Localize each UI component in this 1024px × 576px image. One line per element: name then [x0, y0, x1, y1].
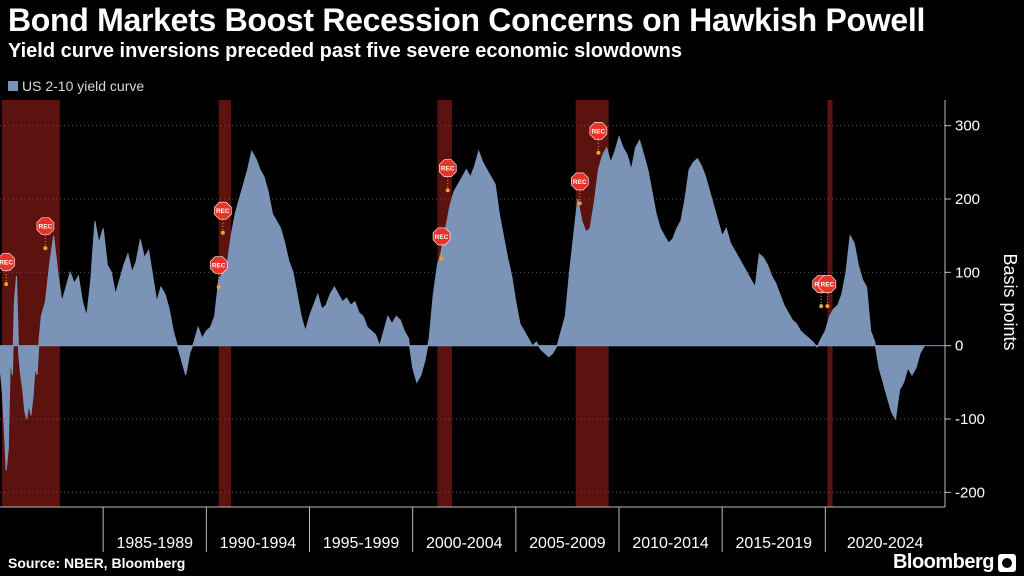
- chart-subtitle: Yield curve inversions preceded past fiv…: [8, 40, 682, 62]
- y-tick-label: 100: [955, 264, 980, 281]
- rec-marker-label: REC: [441, 166, 455, 173]
- brand-logo: Bloomberg: [893, 551, 1016, 574]
- y-axis-title: Basis points: [1000, 253, 1020, 350]
- legend-swatch: [8, 81, 18, 91]
- legend-label: US 2-10 yield curve: [22, 78, 145, 94]
- rec-marker-label: REC: [821, 282, 835, 289]
- series-area-us-2-10: [0, 135, 926, 471]
- y-tick-label: 0: [955, 338, 963, 355]
- rec-marker-dot: [220, 230, 225, 235]
- x-period-label: 2015-2019: [735, 535, 812, 552]
- rec-marker-label: REC: [0, 260, 13, 267]
- rec-marker-badge: [818, 275, 837, 293]
- brand-name: Bloomberg: [892, 551, 995, 573]
- rec-marker-label: REC: [573, 179, 587, 186]
- chart-title: Bond Markets Boost Recession Concerns on…: [8, 2, 926, 38]
- rec-marker-badge: [209, 256, 228, 274]
- rec-marker-dot: [4, 282, 9, 287]
- rec-marker-dot: [819, 304, 824, 309]
- rec-marker-badge: [438, 159, 457, 177]
- rec-marker-dot: [43, 246, 48, 251]
- x-period-label: 1985-1989: [116, 535, 193, 552]
- rec-marker-label: REC: [216, 208, 230, 215]
- x-period-label: 2010-2014: [632, 535, 709, 552]
- rec-marker-dot: [596, 150, 601, 155]
- rec-marker-badge: [589, 122, 608, 140]
- rec-marker-badge: [432, 227, 451, 246]
- rec-marker-label: REC: [212, 263, 226, 270]
- rec-marker-dot: [577, 201, 582, 206]
- rec-marker-label: REC: [435, 234, 449, 241]
- rec-marker-badge: [0, 253, 15, 271]
- y-tick-label: -100: [955, 411, 985, 428]
- legend: US 2-10 yield curve: [8, 78, 144, 94]
- rec-marker-label: REC: [39, 224, 53, 231]
- rec-marker-dot: [439, 256, 444, 261]
- rec-marker-label: REC: [591, 128, 605, 135]
- x-period-label: 1990-1994: [220, 535, 297, 552]
- x-period-label: 2000-2004: [426, 535, 503, 552]
- rec-marker-dot: [825, 304, 830, 309]
- y-tick-label: 300: [955, 118, 980, 135]
- y-tick-label: -200: [955, 484, 985, 501]
- rec-marker-dot: [445, 188, 450, 193]
- x-period-label: 2005-2009: [529, 535, 606, 552]
- source-note: Source: NBER, Bloomberg: [8, 555, 186, 571]
- y-tick-label: 200: [955, 191, 980, 208]
- rec-marker-badge: [214, 201, 232, 220]
- rec-marker-badge: [570, 172, 589, 191]
- rec-marker-badge: [36, 217, 55, 235]
- recession-band: [827, 100, 833, 507]
- x-period-label: 1995-1999: [323, 535, 400, 552]
- x-period-label: 2020-2024: [847, 535, 924, 552]
- brand-mark-icon: [998, 553, 1016, 572]
- rec-marker-dot: [216, 285, 221, 289]
